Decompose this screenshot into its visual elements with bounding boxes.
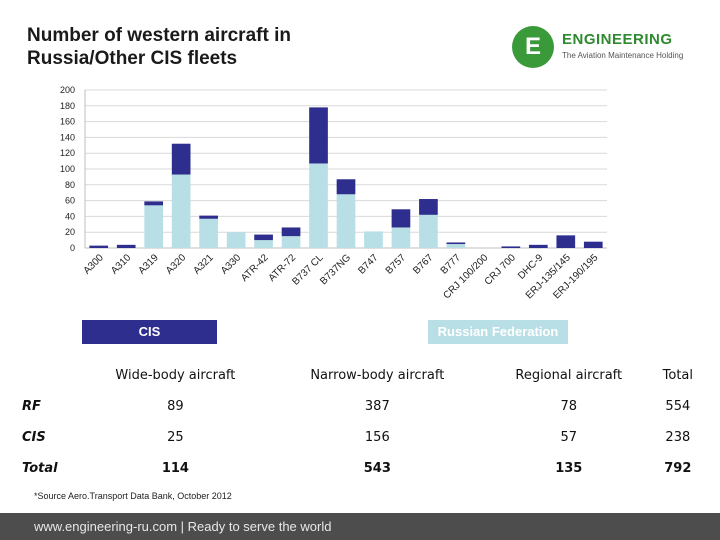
bar-cis xyxy=(144,201,164,206)
table-row-rf: RF 89 387 78 554 xyxy=(22,391,702,422)
bar-rf xyxy=(446,244,466,248)
table-cell: 25 xyxy=(167,430,184,445)
x-tick-label: A330 xyxy=(219,252,244,277)
bar-rf xyxy=(171,174,191,248)
x-tick-label: A321 xyxy=(191,252,216,277)
x-tick-label: A320 xyxy=(164,252,189,277)
bar-cis xyxy=(556,235,576,248)
row-label: CIS xyxy=(22,430,46,445)
y-tick-label: 200 xyxy=(60,85,75,95)
bar-cis xyxy=(336,179,356,195)
bar-rf xyxy=(364,231,383,248)
legend-cis: CIS xyxy=(82,320,217,344)
y-tick-label: 160 xyxy=(60,117,75,127)
table-header-narrow-body: Narrow-body aircraft xyxy=(310,368,445,383)
bar-cis xyxy=(446,242,466,245)
table-cell: 89 xyxy=(167,399,184,414)
y-tick-label: 60 xyxy=(65,196,75,206)
table-cell: 543 xyxy=(363,461,391,476)
row-label: Total xyxy=(22,461,58,476)
footer-bar: www.engineering-ru.com | Ready to serve … xyxy=(0,513,720,540)
y-tick-label: 20 xyxy=(65,227,75,237)
logo-tagline: The Aviation Maintenance Holding xyxy=(562,51,684,60)
table-header-total: Total xyxy=(662,368,694,383)
y-tick-label: 0 xyxy=(70,243,75,253)
footer-text: www.engineering-ru.com | Ready to serve … xyxy=(34,519,332,534)
bar-cis xyxy=(419,199,438,215)
bar-rf xyxy=(226,232,246,248)
table-cell: 387 xyxy=(364,399,390,414)
x-tick-label: A319 xyxy=(137,252,162,277)
bar-cis xyxy=(254,234,273,241)
logo-mark: E xyxy=(512,26,554,68)
y-tick-label: 100 xyxy=(60,164,75,174)
bar-cis xyxy=(309,107,328,164)
x-tick-label: B757 xyxy=(384,252,409,277)
x-tick-label: A300 xyxy=(82,252,107,277)
bar-rf xyxy=(144,205,164,248)
bar-rf xyxy=(281,236,301,248)
y-tick-label: 140 xyxy=(60,132,75,142)
bar-cis xyxy=(199,215,218,219)
bar-cis xyxy=(501,246,521,248)
y-tick-label: 180 xyxy=(60,101,75,111)
table-header-row: Wide-body aircraft Narrow-body aircraft … xyxy=(22,360,702,391)
table-row-cis: CIS 25 156 57 238 xyxy=(22,422,702,453)
x-tick-label: ATR-42 xyxy=(239,252,271,284)
table-header-regional: Regional aircraft xyxy=(515,368,623,383)
bar-cis xyxy=(528,244,548,248)
bar-cis xyxy=(171,143,191,175)
x-tick-label: B747 xyxy=(356,252,381,277)
y-tick-label: 120 xyxy=(60,148,75,158)
y-tick-label: 80 xyxy=(65,180,75,190)
bar-rf xyxy=(391,227,411,248)
table-cell: 554 xyxy=(665,399,691,414)
table-cell: 114 xyxy=(161,461,189,476)
bar-rf xyxy=(199,218,218,248)
legend-russian-federation: Russian Federation xyxy=(428,320,568,344)
company-logo: E ENGINEERING The Aviation Maintenance H… xyxy=(512,26,692,70)
bar-cis xyxy=(89,245,109,248)
bar-rf xyxy=(254,240,273,248)
row-label: RF xyxy=(22,399,41,414)
table-cell: 238 xyxy=(665,430,691,445)
table-cell: 792 xyxy=(664,461,692,476)
page-title: Number of western aircraft in Russia/Oth… xyxy=(27,25,291,69)
table-cell: 57 xyxy=(560,430,578,445)
table-header-corner xyxy=(22,360,80,391)
x-tick-label: A310 xyxy=(109,252,134,277)
bar-cis xyxy=(281,227,301,237)
table-cell: 156 xyxy=(364,430,390,445)
table-cell: 78 xyxy=(560,399,578,414)
x-tick-label: B777 xyxy=(439,252,464,277)
x-tick-label: CRJ 700 xyxy=(483,252,519,288)
table-row-total: Total 114 543 135 792 xyxy=(22,453,702,484)
bar-cis xyxy=(116,244,136,248)
y-tick-label: 40 xyxy=(65,211,75,221)
bar-rf xyxy=(336,194,356,248)
fleet-summary-table: Wide-body aircraft Narrow-body aircraft … xyxy=(22,360,702,484)
bar-rf xyxy=(419,214,438,248)
bar-rf xyxy=(309,163,328,248)
table-header-wide-body: Wide-body aircraft xyxy=(115,368,236,383)
x-tick-label: B737NG xyxy=(318,252,353,287)
bar-cis xyxy=(583,241,603,248)
table-cell: 135 xyxy=(555,461,583,476)
logo-brand: ENGINEERING xyxy=(562,31,673,48)
source-note: *Source Aero.Transport Data Bank, Octobe… xyxy=(34,491,232,501)
bar-cis xyxy=(391,209,411,228)
x-tick-label: B767 xyxy=(411,252,436,277)
